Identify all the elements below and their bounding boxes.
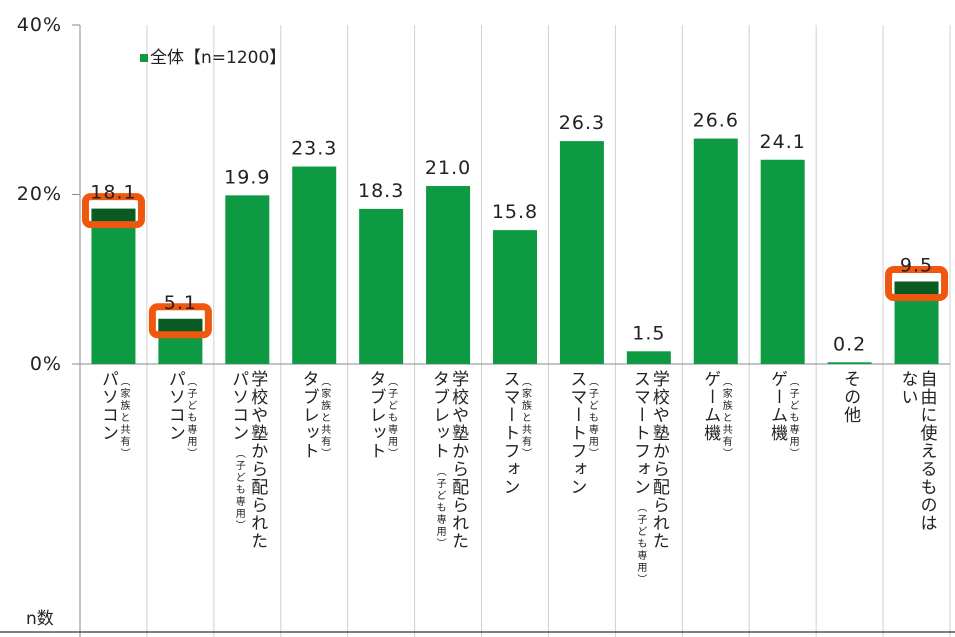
category-label: 学校や塾から配られた タブレット（子ども専用） bbox=[415, 370, 482, 630]
category-note: （子ども専用） bbox=[385, 376, 397, 460]
category-label: （子ども専用） ゲーム機 bbox=[749, 370, 816, 630]
bar-value-label: 9.5 bbox=[900, 254, 933, 276]
bar-value-label: 5.1 bbox=[164, 292, 197, 314]
category-label-text: 学校や塾から配られた bbox=[448, 370, 469, 550]
highlight-marker bbox=[885, 265, 949, 301]
bar bbox=[626, 351, 671, 364]
category-note: （子ども専用） bbox=[434, 466, 446, 550]
category-label-text: 学校や塾から配られた bbox=[247, 370, 268, 550]
y-tick-label-0: 0% bbox=[29, 353, 62, 375]
bar bbox=[559, 141, 604, 364]
category-label: （子ども専用） パソコン bbox=[147, 370, 214, 630]
n-count-label: n数 bbox=[26, 609, 54, 629]
category-label-text: ゲーム機 bbox=[767, 370, 788, 442]
category-label: 学校や塾から配られた パソコン（子ども専用） bbox=[214, 370, 281, 630]
bar-value-label: 18.1 bbox=[90, 182, 136, 204]
category-label: 学校や塾から配られた スマートフォン（子ども専用） bbox=[615, 370, 682, 630]
y-tick-label-40: 40% bbox=[16, 14, 62, 36]
category-label: （家族と共有） タブレット bbox=[281, 370, 348, 630]
bar bbox=[426, 186, 471, 364]
y-tick-label-20: 20% bbox=[16, 183, 62, 205]
category-label: 自由に使えるものは ない bbox=[883, 370, 950, 630]
bar bbox=[91, 210, 136, 364]
category-label-text: パソコン bbox=[164, 370, 185, 442]
category-label: （家族と共有） ゲーム機 bbox=[682, 370, 749, 630]
category-note: （子ども専用） bbox=[586, 376, 598, 460]
bar-value-label: 26.3 bbox=[559, 112, 605, 134]
category-note: （家族と共有） bbox=[519, 376, 531, 460]
category-label: （子ども専用） タブレット bbox=[348, 370, 415, 630]
category-label-text: パソコン（子ども専用） bbox=[228, 370, 249, 532]
bar-value-label: 23.3 bbox=[291, 138, 337, 160]
category-label-text: 自由に使えるものは bbox=[916, 370, 937, 532]
bar bbox=[693, 138, 738, 364]
bar-value-label: 18.3 bbox=[358, 180, 404, 202]
bar bbox=[827, 362, 872, 364]
chart-legend: 全体【n=1200】 bbox=[140, 47, 286, 69]
category-label: （子ども専用） スマートフォン bbox=[548, 370, 615, 630]
category-label-text: ない bbox=[897, 370, 918, 406]
bar bbox=[292, 166, 337, 364]
bar-value-label: 19.9 bbox=[224, 166, 270, 188]
category-note: （子ども専用） bbox=[787, 376, 799, 460]
legend-label: 全体【n=1200】 bbox=[150, 48, 287, 68]
category-label: その他 bbox=[816, 370, 883, 630]
bar-value-label: 21.0 bbox=[425, 157, 471, 179]
bar-value-label: 0.2 bbox=[833, 333, 866, 355]
category-label-text: スマートフォン bbox=[499, 370, 520, 496]
bar bbox=[760, 159, 805, 364]
category-label-text: 学校や塾から配られた bbox=[648, 370, 669, 550]
category-label-text: スマートフォン（子ども専用） bbox=[629, 370, 650, 586]
category-note: （子ども専用） bbox=[634, 502, 646, 586]
category-note: （子ども専用） bbox=[184, 376, 196, 460]
bar-value-label: 15.8 bbox=[492, 201, 538, 223]
category-label-text: タブレット bbox=[298, 370, 319, 460]
category-label-text: パソコン bbox=[97, 370, 118, 442]
bar bbox=[493, 230, 537, 364]
bar bbox=[225, 195, 270, 364]
bar-value-label: 24.1 bbox=[760, 131, 806, 153]
category-label-text: スマートフォン bbox=[566, 370, 587, 496]
highlight-marker bbox=[81, 193, 145, 229]
highlight-marker bbox=[148, 303, 212, 339]
category-note: （子ども専用） bbox=[233, 448, 245, 532]
legend-swatch bbox=[140, 54, 148, 62]
category-label-text: その他 bbox=[840, 370, 861, 424]
category-label-text: ゲーム機 bbox=[700, 370, 721, 442]
category-note: （家族と共有） bbox=[318, 376, 330, 460]
category-note: （家族と共有） bbox=[117, 376, 129, 460]
category-label: （家族と共有） パソコン bbox=[80, 370, 147, 630]
bar-value-label: 1.5 bbox=[632, 322, 665, 344]
category-note: （家族と共有） bbox=[720, 376, 732, 460]
category-label-text: タブレット（子ども専用） bbox=[429, 370, 450, 550]
bar bbox=[359, 208, 404, 364]
category-label: （家族と共有） スマートフォン bbox=[482, 370, 549, 630]
bar-value-label: 26.6 bbox=[693, 110, 739, 132]
category-label-text: タブレット bbox=[365, 370, 386, 460]
